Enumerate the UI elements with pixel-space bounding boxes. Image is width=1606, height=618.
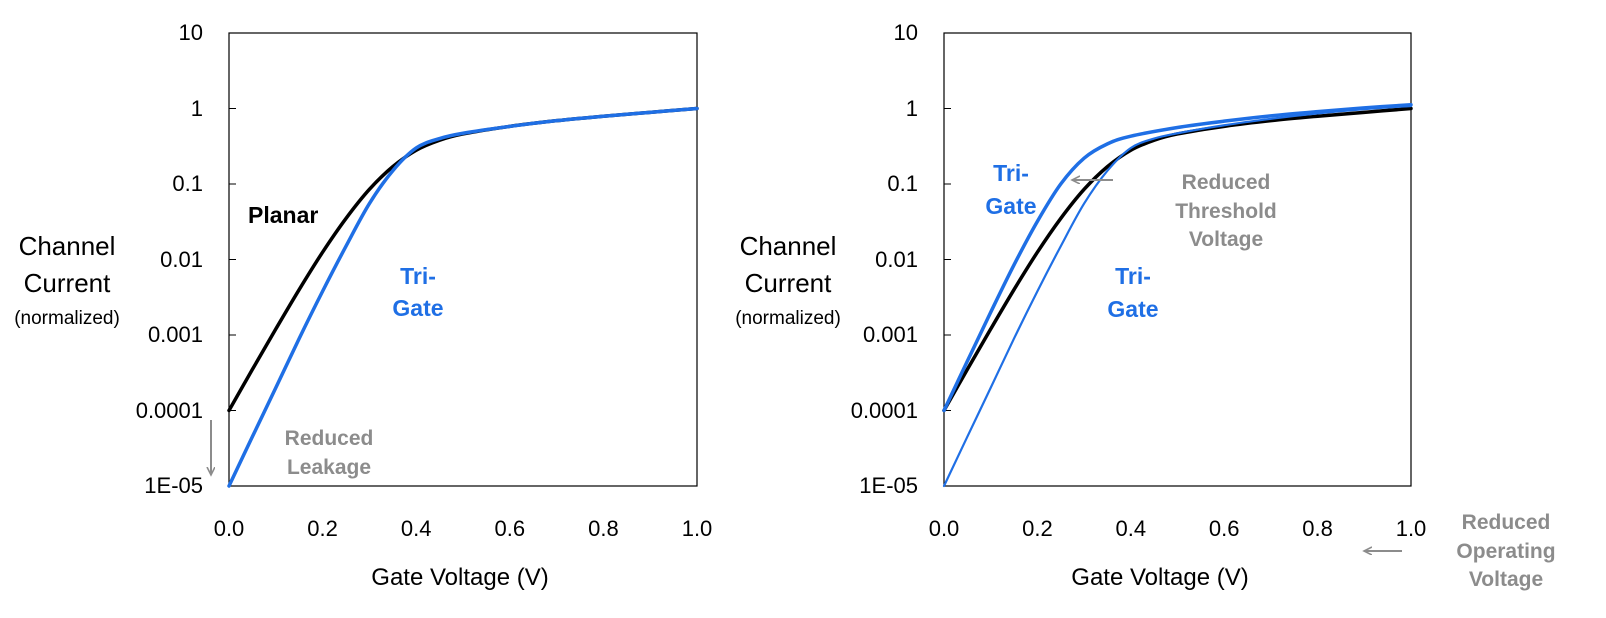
left-x-tick-label: 0.8 [588, 516, 619, 541]
right-y-tick-label: 0.1 [887, 171, 918, 196]
left-x-tick-label: 0.2 [307, 516, 338, 541]
left-y-ticks [229, 32, 236, 487]
reduced-operating-line2: Operating [1456, 540, 1555, 563]
right-y-tick-label: 0.0001 [851, 398, 918, 423]
right-series-line-tri-gate-reduced-threshold [942, 103, 1413, 413]
right-x-tick-label: 1.0 [1396, 516, 1427, 541]
left-y-tick-label: 0.001 [148, 322, 203, 347]
left-y-title-line3: (normalized) [14, 308, 120, 329]
right-x-tick-label: 0.6 [1209, 516, 1240, 541]
right-y-ticks [944, 32, 951, 487]
right-x-tick-label: 0.4 [1116, 516, 1147, 541]
left-y-tick-label: 0.01 [160, 247, 203, 272]
trigate-upper-label-line2: Gate [985, 193, 1036, 219]
right-x-tick-label: 0.0 [929, 516, 960, 541]
left-x-tick-label: 0.4 [401, 516, 432, 541]
right-x-axis-title: Gate Voltage (V) [1071, 564, 1248, 591]
right-y-tick-labels: 10 1 0.1 0.01 0.001 0.0001 1E-05 [851, 20, 918, 498]
left-x-axis-title: Gate Voltage (V) [371, 564, 548, 591]
right-y-tick-label: 1E-05 [859, 473, 918, 498]
left-chart: 10 1 0.1 0.01 0.001 0.0001 1E-05 0.0 0.2… [14, 20, 712, 591]
trigate-upper-label-line1: Tri- [993, 160, 1029, 186]
right-y-title-line1: Channel [740, 231, 837, 261]
left-y-tick-labels: 10 1 0.1 0.01 0.001 0.0001 1E-05 [136, 20, 203, 498]
right-y-tick-label: 10 [894, 20, 918, 45]
right-x-tick-labels: 0.0 0.2 0.4 0.6 0.8 1.0 [929, 516, 1427, 541]
right-y-tick-label: 1 [906, 96, 918, 121]
left-plot-frame [228, 32, 698, 487]
left-y-tick-label: 10 [179, 20, 203, 45]
left-series-line-planar [227, 106, 699, 413]
left-y-tick-label: 1E-05 [144, 473, 203, 498]
left-y-tick-label: 0.1 [172, 171, 203, 196]
reduced-leakage-line2: Leakage [287, 456, 371, 479]
right-y-tick-label: 0.001 [863, 322, 918, 347]
reduced-operating-line1: Reduced [1462, 511, 1551, 534]
left-y-title-line1: Channel [19, 231, 116, 261]
right-series-line-tri-gate [942, 104, 1413, 488]
right-series-line-planar [942, 106, 1413, 413]
trigate-label-line2: Gate [392, 295, 443, 321]
trigate-lower-label-line1: Tri- [1115, 263, 1151, 289]
right-x-tick-label: 0.2 [1022, 516, 1053, 541]
reduced-threshold-line3: Voltage [1189, 228, 1263, 251]
reduced-leakage-line1: Reduced [285, 427, 374, 450]
right-series-group [942, 103, 1413, 488]
left-y-tick-label: 1 [191, 96, 203, 121]
right-x-tick-label: 0.8 [1302, 516, 1333, 541]
right-y-title-line3: (normalized) [735, 308, 841, 329]
left-x-tick-label: 1.0 [682, 516, 713, 541]
left-series-group [227, 106, 699, 488]
trigate-label-line1: Tri- [400, 263, 436, 289]
reduced-threshold-line1: Reduced [1182, 171, 1271, 194]
reduced-operating-line3: Voltage [1469, 568, 1543, 591]
left-x-tick-label: 0.0 [214, 516, 245, 541]
planar-label: Planar [248, 202, 318, 228]
left-y-axis-title: Channel Current (normalized) [14, 231, 120, 329]
left-series-line-tri-gate [227, 106, 699, 488]
reduced-threshold-line2: Threshold [1175, 200, 1277, 223]
right-y-title-line2: Current [745, 268, 832, 298]
right-chart: 10 1 0.1 0.01 0.001 0.0001 1E-05 0.0 0.2… [735, 20, 1555, 591]
left-y-tick-label: 0.0001 [136, 398, 203, 423]
left-x-tick-label: 0.6 [495, 516, 526, 541]
left-x-tick-labels: 0.0 0.2 0.4 0.6 0.8 1.0 [214, 516, 713, 541]
trigate-lower-label-line2: Gate [1107, 296, 1158, 322]
right-plot-frame [943, 32, 1412, 487]
right-y-axis-title: Channel Current (normalized) [735, 231, 841, 329]
right-y-tick-label: 0.01 [875, 247, 918, 272]
left-y-title-line2: Current [24, 268, 111, 298]
